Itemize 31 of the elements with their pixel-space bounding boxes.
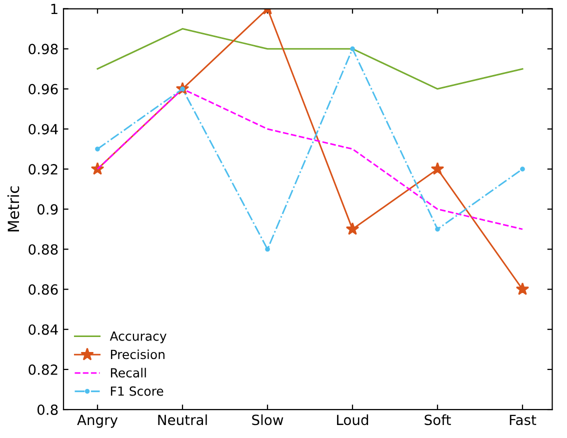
y-tick-label: 0.82 bbox=[28, 364, 58, 375]
y-tick-label: 0.8 bbox=[37, 404, 58, 416]
y-tick-label: 0.84 bbox=[28, 324, 58, 335]
y-tick-label: 0.86 bbox=[28, 284, 58, 295]
point bbox=[520, 166, 525, 172]
x-tick-label: Soft bbox=[424, 414, 451, 426]
y-tick-label: 1 bbox=[51, 4, 58, 14]
point bbox=[350, 46, 355, 52]
point bbox=[95, 146, 100, 152]
point bbox=[435, 226, 440, 232]
x-tick-label: Loud bbox=[337, 414, 368, 426]
y-tick-label: 0.94 bbox=[28, 124, 58, 134]
legend-label: Recall bbox=[110, 368, 146, 378]
point bbox=[346, 222, 360, 235]
x-tick-label: Slow bbox=[252, 414, 284, 426]
y-tick-label: 0.96 bbox=[28, 84, 58, 94]
y-axis-title: Metric bbox=[7, 186, 20, 232]
x-tick-label: Angry bbox=[77, 414, 118, 428]
y-tick-label: 0.9 bbox=[37, 204, 58, 215]
x-tick-label: Fast bbox=[510, 414, 536, 426]
point bbox=[430, 162, 444, 175]
y-tick-label: 0.88 bbox=[28, 244, 58, 255]
x-tick-label: Neutral bbox=[158, 414, 207, 426]
legend-label: Accuracy bbox=[110, 332, 166, 344]
point bbox=[265, 246, 270, 252]
line-series bbox=[96, 28, 524, 90]
legend-label: F1 Score bbox=[110, 386, 164, 396]
point bbox=[516, 282, 530, 296]
y-tick-label: 0.92 bbox=[28, 164, 58, 175]
legend-label: Precision bbox=[110, 349, 164, 360]
y-tick-label: 0.98 bbox=[28, 44, 58, 54]
